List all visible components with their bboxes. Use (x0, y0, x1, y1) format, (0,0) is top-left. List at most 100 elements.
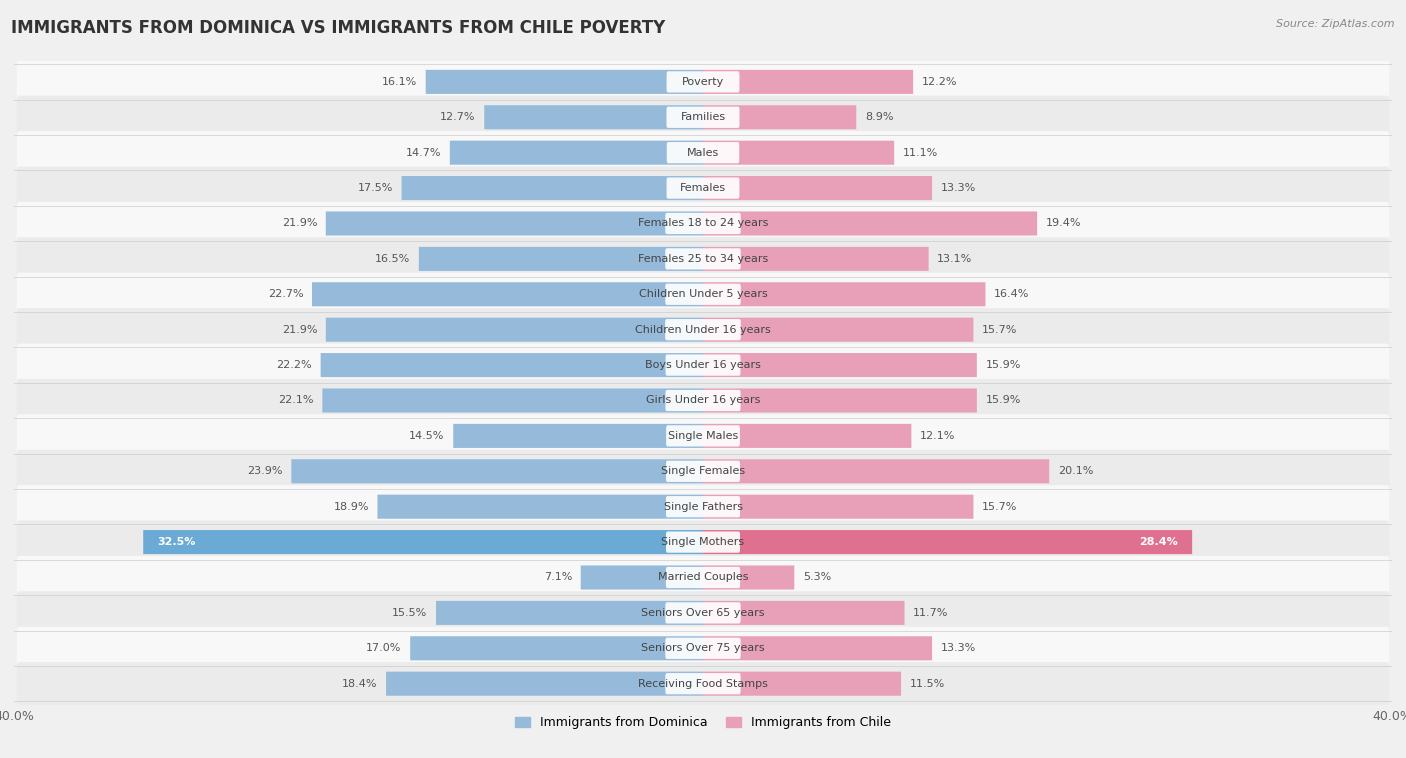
Text: 5.3%: 5.3% (803, 572, 831, 582)
FancyBboxPatch shape (17, 521, 1389, 564)
Text: 12.7%: 12.7% (440, 112, 475, 122)
Text: 12.2%: 12.2% (922, 77, 957, 87)
Text: 16.1%: 16.1% (382, 77, 418, 87)
Text: 19.4%: 19.4% (1046, 218, 1081, 228)
Text: Source: ZipAtlas.com: Source: ZipAtlas.com (1277, 19, 1395, 29)
FancyBboxPatch shape (703, 424, 911, 448)
FancyBboxPatch shape (666, 107, 740, 128)
FancyBboxPatch shape (665, 603, 741, 624)
FancyBboxPatch shape (436, 601, 703, 625)
FancyBboxPatch shape (411, 636, 703, 660)
FancyBboxPatch shape (17, 61, 1389, 104)
Text: 7.1%: 7.1% (544, 572, 572, 582)
FancyBboxPatch shape (17, 96, 1389, 139)
FancyBboxPatch shape (326, 211, 703, 236)
FancyBboxPatch shape (703, 176, 932, 200)
FancyBboxPatch shape (17, 591, 1389, 634)
Text: Children Under 5 years: Children Under 5 years (638, 290, 768, 299)
FancyBboxPatch shape (17, 485, 1389, 528)
Text: 15.5%: 15.5% (392, 608, 427, 618)
FancyBboxPatch shape (703, 459, 1049, 484)
FancyBboxPatch shape (666, 567, 740, 588)
Text: 21.9%: 21.9% (281, 218, 318, 228)
FancyBboxPatch shape (703, 70, 912, 94)
FancyBboxPatch shape (703, 565, 794, 590)
Text: 23.9%: 23.9% (247, 466, 283, 476)
FancyBboxPatch shape (703, 530, 1192, 554)
FancyBboxPatch shape (666, 142, 740, 163)
FancyBboxPatch shape (703, 141, 894, 164)
Text: 14.5%: 14.5% (409, 431, 444, 441)
Text: Seniors Over 65 years: Seniors Over 65 years (641, 608, 765, 618)
Text: 13.3%: 13.3% (941, 183, 976, 193)
Text: Single Fathers: Single Fathers (664, 502, 742, 512)
FancyBboxPatch shape (703, 636, 932, 660)
FancyBboxPatch shape (703, 353, 977, 377)
FancyBboxPatch shape (665, 283, 741, 305)
Text: Seniors Over 75 years: Seniors Over 75 years (641, 644, 765, 653)
FancyBboxPatch shape (291, 459, 703, 484)
FancyBboxPatch shape (143, 530, 703, 554)
FancyBboxPatch shape (17, 662, 1389, 705)
FancyBboxPatch shape (326, 318, 703, 342)
FancyBboxPatch shape (666, 71, 740, 92)
FancyBboxPatch shape (665, 673, 741, 694)
FancyBboxPatch shape (703, 672, 901, 696)
FancyBboxPatch shape (17, 343, 1389, 387)
FancyBboxPatch shape (17, 556, 1389, 599)
FancyBboxPatch shape (666, 496, 740, 517)
Text: 15.9%: 15.9% (986, 360, 1021, 370)
Text: 20.1%: 20.1% (1057, 466, 1094, 476)
Text: 11.5%: 11.5% (910, 678, 945, 689)
FancyBboxPatch shape (703, 318, 973, 342)
Text: 22.2%: 22.2% (277, 360, 312, 370)
FancyBboxPatch shape (17, 627, 1389, 670)
Text: 22.1%: 22.1% (278, 396, 314, 406)
Text: 11.1%: 11.1% (903, 148, 938, 158)
FancyBboxPatch shape (665, 390, 741, 411)
FancyBboxPatch shape (312, 282, 703, 306)
FancyBboxPatch shape (666, 177, 740, 199)
FancyBboxPatch shape (666, 531, 740, 553)
Text: 21.9%: 21.9% (281, 324, 318, 335)
Text: Boys Under 16 years: Boys Under 16 years (645, 360, 761, 370)
FancyBboxPatch shape (666, 461, 740, 482)
Text: 16.5%: 16.5% (375, 254, 411, 264)
FancyBboxPatch shape (703, 601, 904, 625)
FancyBboxPatch shape (322, 388, 703, 412)
FancyBboxPatch shape (453, 424, 703, 448)
FancyBboxPatch shape (17, 202, 1389, 245)
Text: 28.4%: 28.4% (1140, 537, 1178, 547)
Text: Girls Under 16 years: Girls Under 16 years (645, 396, 761, 406)
Text: Poverty: Poverty (682, 77, 724, 87)
FancyBboxPatch shape (426, 70, 703, 94)
FancyBboxPatch shape (17, 131, 1389, 174)
Text: 15.7%: 15.7% (981, 502, 1018, 512)
Text: 18.4%: 18.4% (342, 678, 377, 689)
Text: 12.1%: 12.1% (920, 431, 956, 441)
Text: 13.1%: 13.1% (938, 254, 973, 264)
Text: Males: Males (688, 148, 718, 158)
Text: Single Males: Single Males (668, 431, 738, 441)
FancyBboxPatch shape (665, 355, 741, 376)
Text: 11.7%: 11.7% (912, 608, 949, 618)
FancyBboxPatch shape (450, 141, 703, 164)
FancyBboxPatch shape (665, 213, 741, 234)
FancyBboxPatch shape (387, 672, 703, 696)
FancyBboxPatch shape (703, 247, 928, 271)
FancyBboxPatch shape (703, 282, 986, 306)
FancyBboxPatch shape (419, 247, 703, 271)
FancyBboxPatch shape (666, 425, 740, 446)
FancyBboxPatch shape (377, 495, 703, 518)
FancyBboxPatch shape (703, 211, 1038, 236)
Legend: Immigrants from Dominica, Immigrants from Chile: Immigrants from Dominica, Immigrants fro… (510, 711, 896, 735)
Text: 13.3%: 13.3% (941, 644, 976, 653)
FancyBboxPatch shape (17, 415, 1389, 458)
Text: Receiving Food Stamps: Receiving Food Stamps (638, 678, 768, 689)
FancyBboxPatch shape (17, 379, 1389, 422)
Text: Females 25 to 34 years: Females 25 to 34 years (638, 254, 768, 264)
Text: Children Under 16 years: Children Under 16 years (636, 324, 770, 335)
Text: 16.4%: 16.4% (994, 290, 1029, 299)
FancyBboxPatch shape (402, 176, 703, 200)
Text: Single Females: Single Females (661, 466, 745, 476)
